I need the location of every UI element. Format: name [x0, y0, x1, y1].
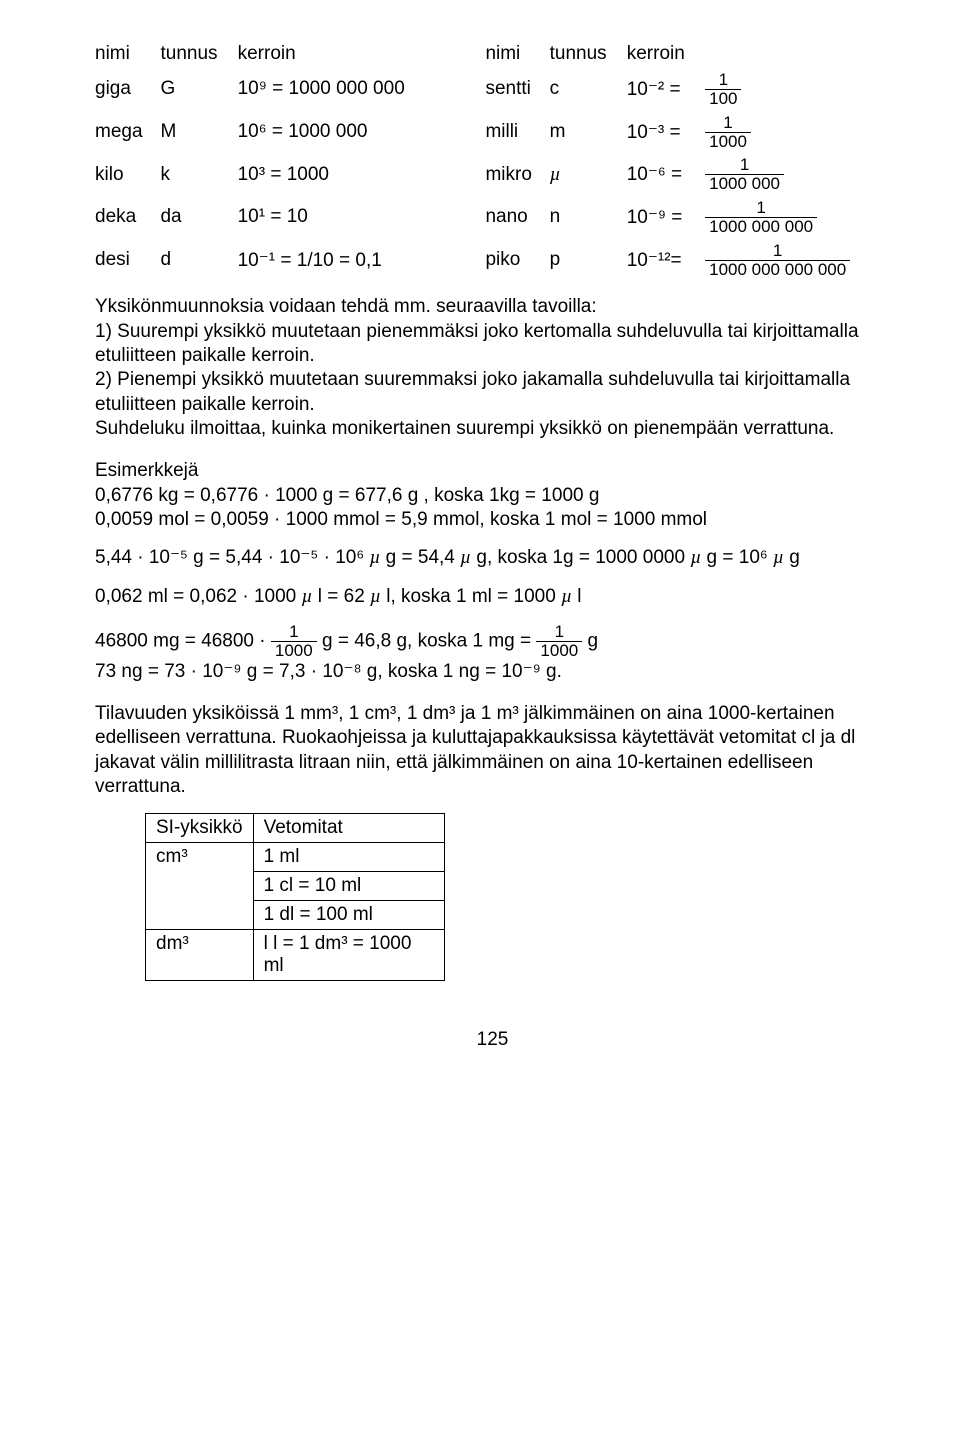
si-header-2: Vetomitat	[253, 814, 444, 843]
example-3c: g, koska 1g = 1000 0000	[471, 547, 690, 568]
si-r4c2: l l = 1 dm³ = 1000 ml	[253, 930, 444, 981]
r-sym: n	[550, 196, 627, 239]
l-mult: 10⁹ = 1000 000 000	[238, 68, 450, 111]
l-name: mega	[95, 111, 160, 154]
hdr-nimi-r: nimi	[485, 40, 549, 68]
prefix-header: nimi tunnus kerroin nimi tunnus kerroin	[95, 40, 890, 68]
prefix-row: megaM10⁶ = 1000 000 millim10⁻³ = 11000	[95, 111, 890, 154]
example-4a: 0,062 ml = 0,062 · 1000	[95, 586, 302, 607]
example-4c: l, koska 1 ml = 1000	[381, 586, 561, 607]
r-sym: µ	[550, 153, 627, 196]
l-mult: 10⁶ = 1000 000	[238, 111, 450, 154]
prefix-row: dekada10¹ = 10 nanon10⁻⁹ = 11000 000 000	[95, 196, 890, 239]
r-frac: 11000 000 000 000	[705, 239, 890, 282]
r-sym: c	[550, 68, 627, 111]
example-3e: g	[784, 547, 800, 568]
l-mult: 10¹ = 10	[238, 196, 450, 239]
r-frac: 1100	[705, 68, 890, 111]
si-r4c1: dm³	[146, 930, 254, 981]
fraction-2: 11000	[536, 623, 582, 660]
r-frac: 11000	[705, 111, 890, 154]
si-r3c2: 1 dl = 100 ml	[253, 901, 444, 930]
examples-heading: Esimerkkejä	[95, 460, 198, 481]
mu-icon: µ	[369, 547, 380, 568]
l-name: giga	[95, 68, 160, 111]
example-1: 0,6776 kg = 0,6776 · 1000 g = 677,6 g , …	[95, 485, 599, 506]
si-r1c2: 1 ml	[253, 843, 444, 872]
mu-icon: µ	[460, 547, 471, 568]
para1-line3: 2) Pienempi yksikkö muutetaan suuremmaks…	[95, 369, 850, 414]
fraction-1: 11000	[271, 623, 317, 660]
mu-icon: µ	[561, 586, 572, 607]
r-mult-prefix: 10⁻² =	[627, 68, 705, 111]
mu-icon: µ	[773, 547, 784, 568]
example-3d: g = 10⁶	[701, 547, 773, 568]
r-name: piko	[485, 239, 549, 282]
example-3b: g = 54,4	[380, 547, 460, 568]
mu-icon: µ	[302, 586, 313, 607]
example-2: 0,0059 mol = 0,0059 · 1000 mmol = 5,9 mm…	[95, 509, 707, 530]
si-r1c1: cm³	[146, 843, 254, 872]
volume-paragraph: Tilavuuden yksiköissä 1 mm³, 1 cm³, 1 dm…	[95, 702, 890, 799]
si-header-1: SI-yksikkö	[146, 814, 254, 843]
example-5c: g	[582, 630, 598, 651]
l-mult: 10⁻¹ = 1/10 = 0,1	[238, 239, 450, 282]
example-6: 73 ng = 73 · 10⁻⁹ g = 7,3 · 10⁻⁸ g, kosk…	[95, 661, 562, 682]
para1-line1: Yksikönmuunnoksia voidaan tehdä mm. seur…	[95, 296, 597, 317]
r-sym: m	[550, 111, 627, 154]
r-frac: 11000 000 000	[705, 196, 890, 239]
prefix-row: gigaG10⁹ = 1000 000 000 senttic10⁻² = 110…	[95, 68, 890, 111]
mu-icon: µ	[690, 547, 701, 568]
hdr-kerr-l: kerroin	[238, 40, 450, 68]
l-sym: M	[160, 111, 237, 154]
hdr-kerr-r: kerroin	[627, 40, 705, 68]
l-name: kilo	[95, 153, 160, 196]
para1-line4: Suhdeluku ilmoittaa, kuinka monikertaine…	[95, 418, 834, 439]
si-r2c2: 1 cl = 10 ml	[253, 872, 444, 901]
example-3a: 5,44 · 10⁻⁵ g = 5,44 · 10⁻⁵ · 10⁶	[95, 547, 369, 568]
para1-line2: 1) Suurempi yksikkö muutetaan pienemmäks…	[95, 321, 859, 366]
l-name: deka	[95, 196, 160, 239]
r-name: nano	[485, 196, 549, 239]
si-table: SI-yksikkö Vetomitat cm³ 1 ml 1 cl = 10 …	[145, 813, 445, 981]
hdr-nimi-l: nimi	[95, 40, 160, 68]
example-5a: 46800 mg = 46800 ·	[95, 630, 271, 651]
example-4d: l	[572, 586, 582, 607]
l-sym: G	[160, 68, 237, 111]
l-sym: k	[160, 153, 237, 196]
l-mult: 10³ = 1000	[238, 153, 450, 196]
r-frac: 11000 000	[705, 153, 890, 196]
hdr-tunnus-r: tunnus	[550, 40, 627, 68]
prefix-table: nimi tunnus kerroin nimi tunnus kerroin …	[95, 40, 890, 281]
l-sym: da	[160, 196, 237, 239]
l-name: desi	[95, 239, 160, 282]
r-name: milli	[485, 111, 549, 154]
r-sym: p	[550, 239, 627, 282]
page-number: 125	[95, 1029, 890, 1051]
r-mult-prefix: 10⁻⁶ =	[627, 153, 705, 196]
example-4b: l = 62	[312, 586, 370, 607]
r-mult-prefix: 10⁻⁹ =	[627, 196, 705, 239]
mu-icon: µ	[370, 586, 381, 607]
r-mult-prefix: 10⁻¹²=	[627, 239, 705, 282]
r-name: sentti	[485, 68, 549, 111]
r-mult-prefix: 10⁻³ =	[627, 111, 705, 154]
hdr-tunnus-l: tunnus	[160, 40, 237, 68]
prefix-row: kilok10³ = 1000 mikroµ10⁻⁶ = 11000 000	[95, 153, 890, 196]
prefix-row: desid10⁻¹ = 1/10 = 0,1 pikop10⁻¹²= 11000 …	[95, 239, 890, 282]
example-5b: g = 46,8 g, koska 1 mg =	[317, 630, 537, 651]
r-name: mikro	[485, 153, 549, 196]
l-sym: d	[160, 239, 237, 282]
